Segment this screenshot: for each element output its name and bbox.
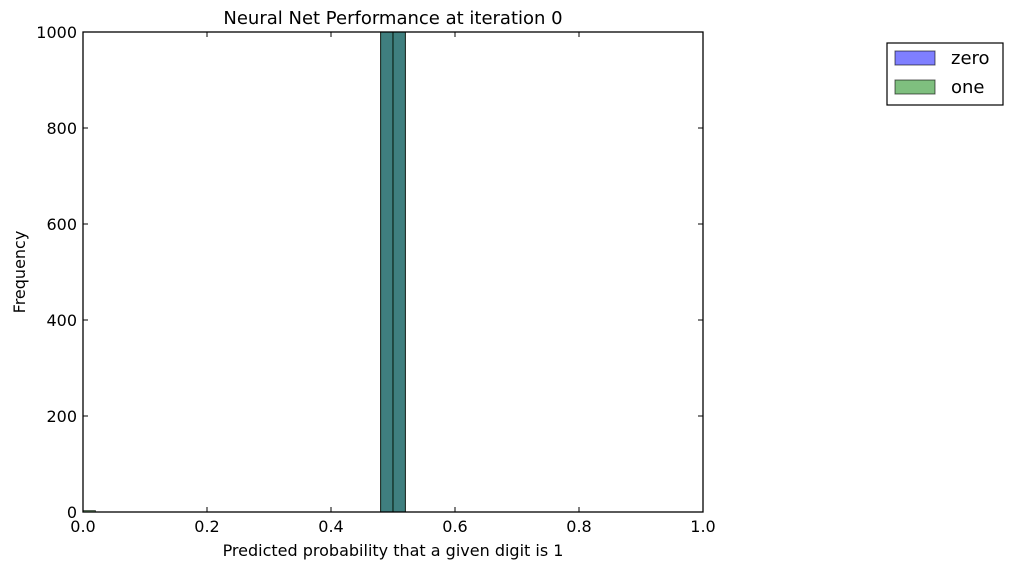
bar-one-2 — [392, 31, 406, 513]
y-tick-label-3: 600 — [46, 215, 77, 234]
x-tick-label-3: 0.6 — [442, 517, 467, 536]
y-tick-label-4: 800 — [46, 119, 77, 138]
x-tick-label-0: 0.0 — [70, 517, 95, 536]
tick-labels-layer: 0.0 0.2 0.4 0.6 0.8 1.0 0 200 400 600 800 1000 — [36, 23, 715, 536]
y-tick-label-1: 200 — [46, 407, 77, 426]
y-axis-label: Frequency — [10, 231, 29, 314]
legend-swatch-zero — [894, 50, 936, 66]
chart-title: Neural Net Performance at iteration 0 — [223, 8, 562, 29]
bar-one-1 — [380, 31, 394, 513]
legend-swatch-one — [894, 79, 936, 95]
bars-layer — [82, 31, 406, 513]
legend-label-zero: zero — [951, 48, 990, 69]
y-tick-label-0: 0 — [67, 503, 77, 522]
x-tick-label-4: 0.8 — [566, 517, 591, 536]
ticks-layer — [82, 31, 704, 513]
legend-label-one: one — [951, 77, 985, 98]
x-tick-label-5: 1.0 — [690, 517, 715, 536]
x-tick-label-2: 0.4 — [318, 517, 343, 536]
legend-items: zero one — [894, 48, 990, 98]
y-tick-label-5: 1000 — [36, 23, 77, 42]
x-tick-label-1: 0.2 — [194, 517, 219, 536]
plot-frame — [82, 31, 704, 513]
x-axis-label: Predicted probability that a given digit… — [223, 541, 564, 560]
y-tick-label-2: 400 — [46, 311, 77, 330]
legend: zero one — [886, 42, 1004, 106]
